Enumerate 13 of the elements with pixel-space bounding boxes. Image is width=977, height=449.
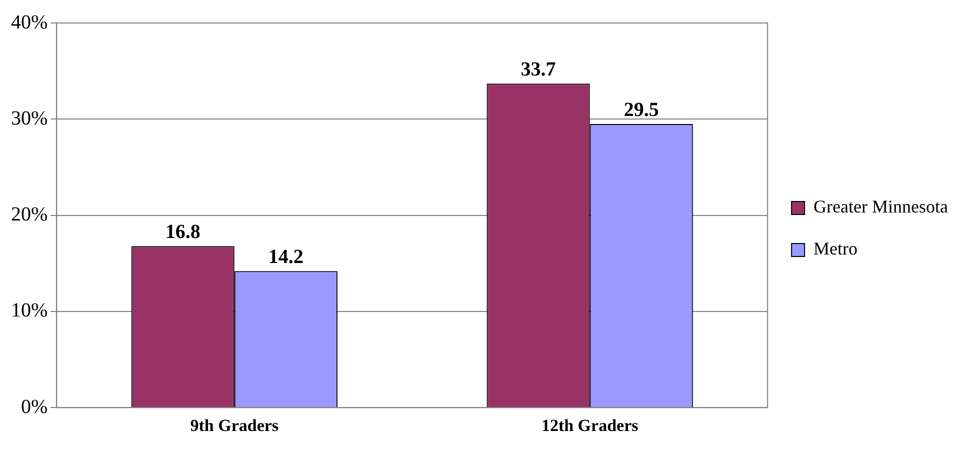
legend-label: Metro bbox=[814, 238, 858, 259]
data-label: 14.2 bbox=[268, 246, 304, 268]
legend-label: Greater Minnesota bbox=[814, 196, 948, 217]
data-label: 29.5 bbox=[624, 99, 659, 122]
y-tick-label: 0% bbox=[20, 396, 48, 418]
data-label: 33.7 bbox=[520, 58, 556, 81]
x-tick-label: 12th Graders bbox=[541, 416, 639, 436]
y-tick-label: 30% bbox=[10, 107, 48, 130]
x-tick-label: 9th Graders bbox=[190, 416, 279, 436]
y-tick-label: 20% bbox=[10, 204, 48, 226]
y-tick-label: 10% bbox=[10, 300, 48, 322]
y-tick-label: 40% bbox=[10, 11, 48, 34]
data-label: 16.8 bbox=[165, 221, 200, 244]
